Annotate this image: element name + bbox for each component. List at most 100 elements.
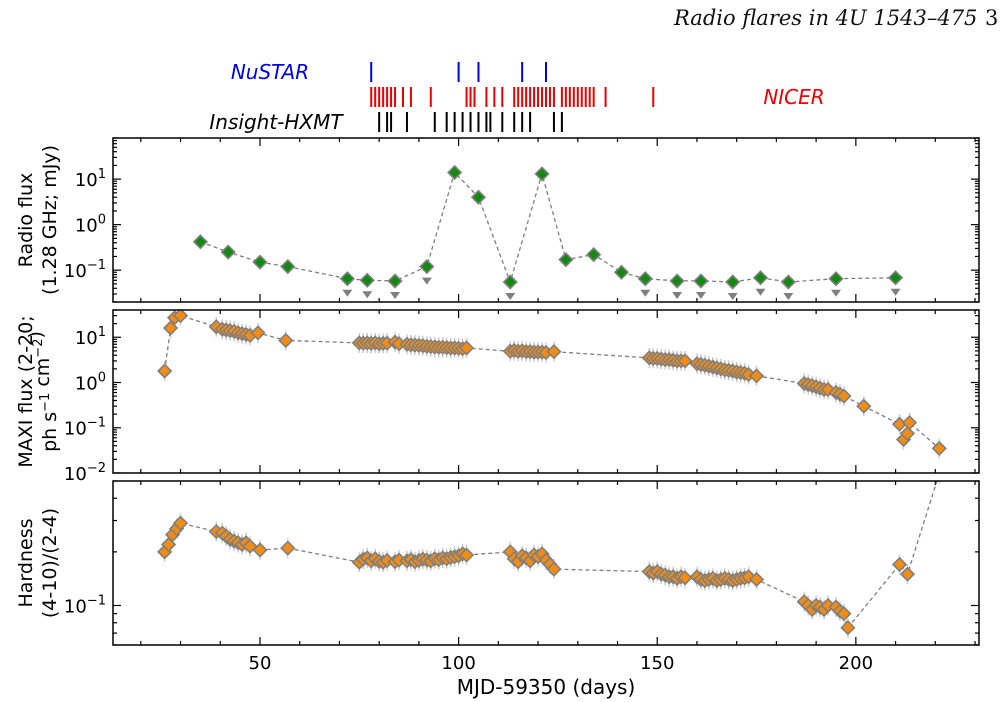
y-axis-label-line1: Hardness [15,519,37,608]
data-point [558,252,574,268]
data-point [669,273,685,289]
y-axis-label: Radio flux (1.28 GHz; mJy) [15,145,61,295]
obs-row-nicer: NICER [370,85,825,109]
data-point [899,566,916,582]
data-point [172,310,189,324]
y-axis-label-line1: Radio flux [15,173,37,268]
data-point [278,332,294,349]
data-point [447,164,463,181]
data-point [252,254,268,270]
upper-limit-arrow [640,289,651,297]
data-point [901,414,918,431]
x-tick-label: 150 [640,653,674,674]
y-tick-label: 100 [75,213,106,237]
obs-row-nustar: NuSTAR [231,60,547,84]
y-tick-label: 10−2 [64,461,106,485]
data-point [677,353,693,369]
x-axis-label: MJD-59350 (days) [457,675,636,699]
data-point [419,258,435,275]
panel-data [157,481,941,638]
data-point [725,274,741,290]
x-tick-label: 50 [249,653,272,674]
panel-maxi: 10−2 10−1 100 101 MAXI flux (2-20; ph s−1 cm−… [15,309,980,485]
data-point [836,606,852,622]
upper-limit-arrow [362,291,373,299]
data-point [546,561,562,577]
upper-limit-arrow [695,291,706,299]
data-point [856,398,872,414]
upper-limit-arrow [755,288,766,296]
y-axis-label-line1: MAXI flux (2-20; [15,315,37,467]
data-point [359,272,375,288]
data-point [458,340,475,356]
y-axis-label-line2: (4-10)/(2-4) [39,508,61,618]
data-point [157,363,173,379]
y-axis-label: Hardness (4-10)/(2-4) [15,508,61,618]
obs-row-label: Insight-HXMT [209,110,344,134]
upper-limit-arrow [672,291,683,299]
y-tick-label: 10−1 [64,416,106,440]
data-point [840,620,856,636]
data-point [252,542,268,558]
data-point [534,166,550,182]
data-point [162,320,179,336]
x-tick-label: 100 [441,653,475,674]
data-point [458,547,475,563]
data-point [172,515,189,531]
data-point [828,271,844,287]
upper-limit-arrow [390,291,401,299]
data-point [752,270,769,286]
data-point [546,344,562,360]
obs-row-label: NuSTAR [231,60,309,84]
upper-limit-arrow [830,289,841,297]
data-point [280,258,296,275]
data-point [748,571,765,588]
data-point [637,271,653,287]
y-tick-label: 100 [75,370,106,394]
y-axis-label-line2: (1.28 GHz; mJy) [39,145,61,295]
data-point [693,273,709,289]
data-point [887,270,904,286]
data-point [280,540,296,556]
data-point [931,440,947,457]
data-point [339,271,356,287]
y-tick-label: 10−1 [64,593,106,617]
panel-data [192,164,904,300]
panel-frame [112,480,980,646]
data-point [387,273,403,289]
data-point [192,234,209,250]
y-axis-label: MAXI flux (2-20; ph s−1 cm−2) [15,315,61,467]
data-point [470,189,487,205]
data-point [220,244,236,260]
page-number: 3 [985,6,999,30]
data-point [899,425,916,442]
upper-limit-arrow [890,288,901,296]
y-tick-label: 101 [75,325,106,349]
observation-tick-rows: NuSTAR NICER Insight-HXMT [209,60,824,134]
data-point [748,368,765,384]
x-tick-label: 200 [839,653,873,674]
panel-radio: 10−1 100 101 Radio flux (1.28 GHz; mJy) [15,137,980,303]
y-tick-label: 101 [75,167,106,191]
upper-limit-arrow [783,292,794,300]
data-point [780,274,796,290]
series-line [164,481,938,630]
upper-limit-arrow [421,277,432,285]
obs-row-insight-hxmt: Insight-HXMT [209,110,563,134]
series-line [200,171,896,285]
data-point [677,570,693,586]
series-line [163,315,940,449]
y-tick-label: 10−1 [64,258,106,282]
data-point [613,264,630,280]
panel-frame [112,137,980,303]
data-point [891,556,908,573]
panel-data [157,310,947,459]
data-point [586,246,602,263]
data-point [836,388,852,404]
upper-limit-arrow [342,289,353,297]
data-point [502,274,518,290]
y-axis-label-line2: ph s−1 cm−2) [25,331,61,452]
